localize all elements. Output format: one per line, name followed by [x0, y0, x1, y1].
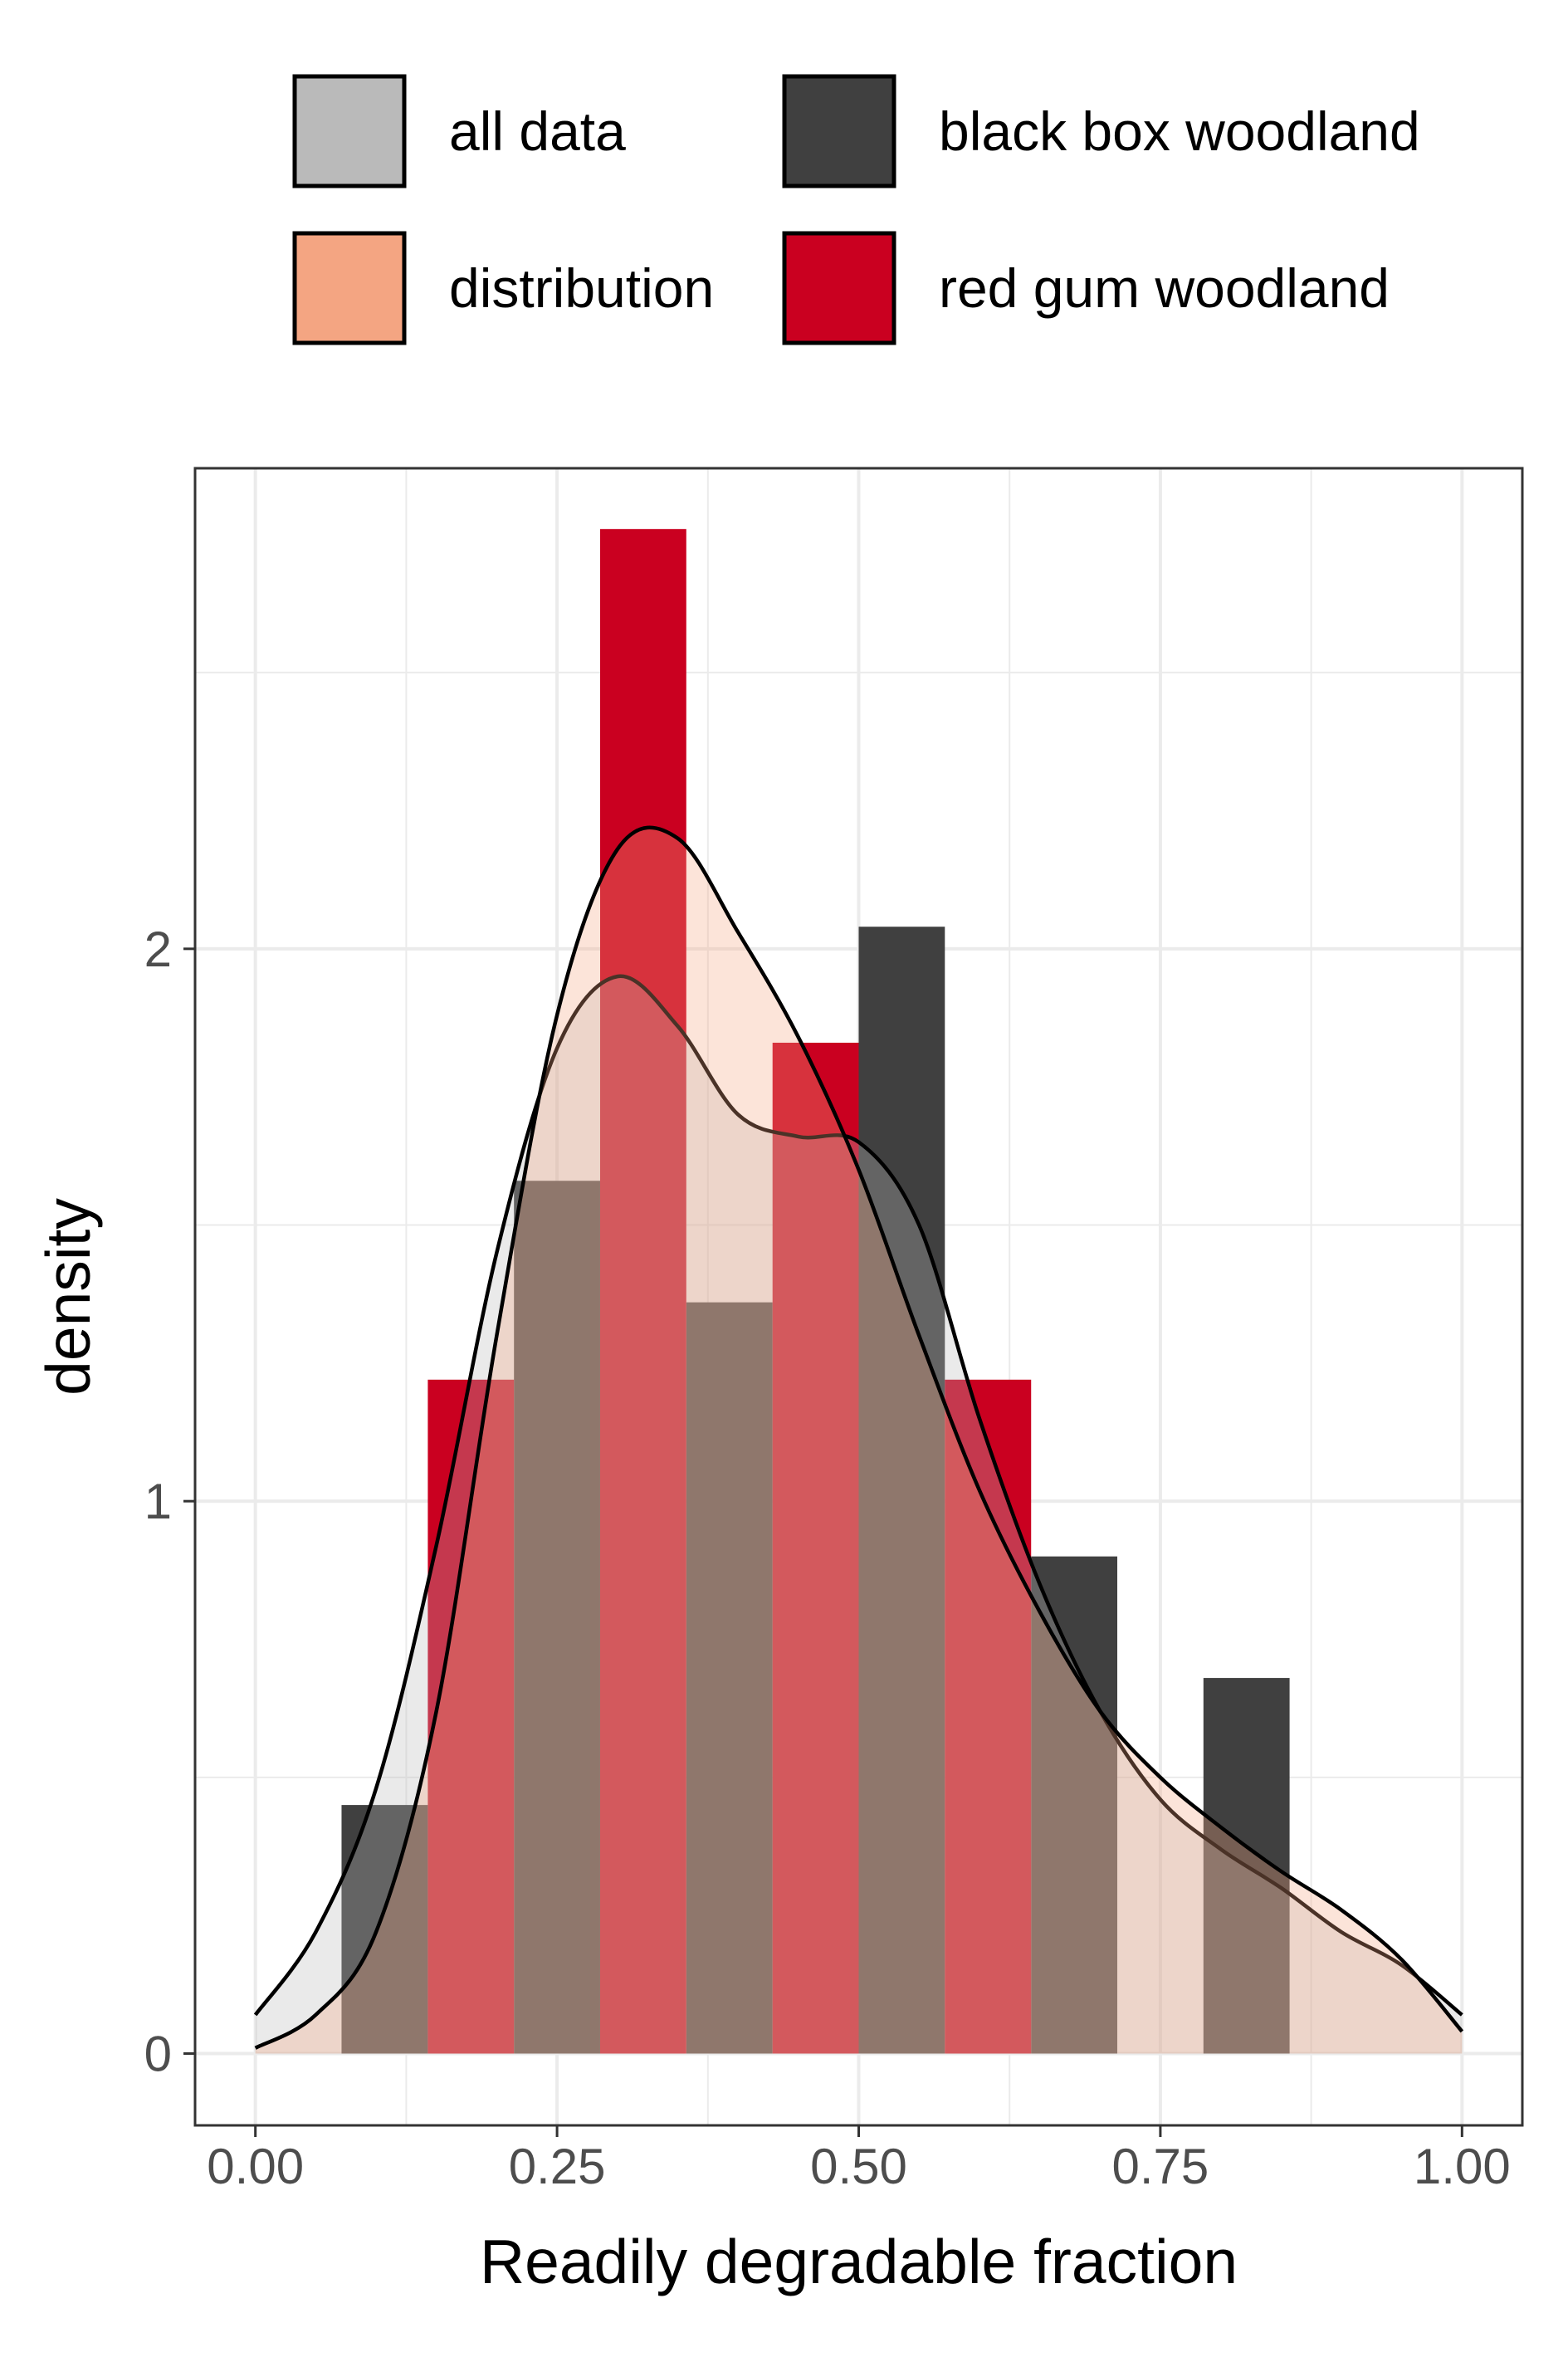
bar-black-box-3: [858, 927, 945, 2054]
x-tick-label: 0.75: [1112, 2139, 1209, 2194]
density-line-all-data: [253, 974, 1463, 2017]
y-axis-title: density: [33, 1198, 103, 1396]
legend-key-red-gum-woodland: [782, 231, 896, 345]
y-tick-label: 1: [144, 1474, 172, 1529]
legend-label: all data: [449, 100, 626, 162]
x-tick-label: 0.25: [509, 2139, 606, 2194]
bar-red-gum-1: [599, 529, 686, 2054]
legend-key-all-data: [292, 74, 407, 188]
bar-black-box-1: [514, 1181, 600, 2054]
bar-black-box-4: [1031, 1556, 1118, 2054]
legend-label: distribution: [449, 257, 714, 319]
x-tick-label: 0.50: [810, 2139, 907, 2194]
x-axis-title: Readily degradable fraction: [480, 2227, 1238, 2296]
histogram-bars: [341, 529, 1290, 2054]
density-curves: [253, 825, 1464, 2054]
x-tick-label: 0.00: [207, 2139, 304, 2194]
bar-black-box-2: [686, 1302, 773, 2054]
legend: all data black box woodland distribution re…: [292, 74, 1420, 345]
y-tick-label: 0: [144, 2027, 172, 2082]
bar-red-gum-3: [945, 1379, 1032, 2054]
legend-label: red gum woodland: [939, 257, 1390, 319]
x-tick-label: 1.00: [1414, 2139, 1511, 2194]
bar-red-gum-2: [772, 1042, 859, 2054]
density-area-distribution: [255, 827, 1463, 2054]
axes: 0.00 0.25 0.50 0.75 1.00 0 1 2 Readily degradabl…: [33, 922, 1511, 2296]
legend-key-distribution: [292, 231, 407, 345]
density-line-distribution: [254, 825, 1464, 2050]
y-tick-label: 2: [144, 922, 172, 977]
density-area-all-data: [255, 976, 1463, 2054]
legend-label: black box woodland: [939, 100, 1420, 162]
legend-key-black-box-woodland: [782, 74, 896, 188]
